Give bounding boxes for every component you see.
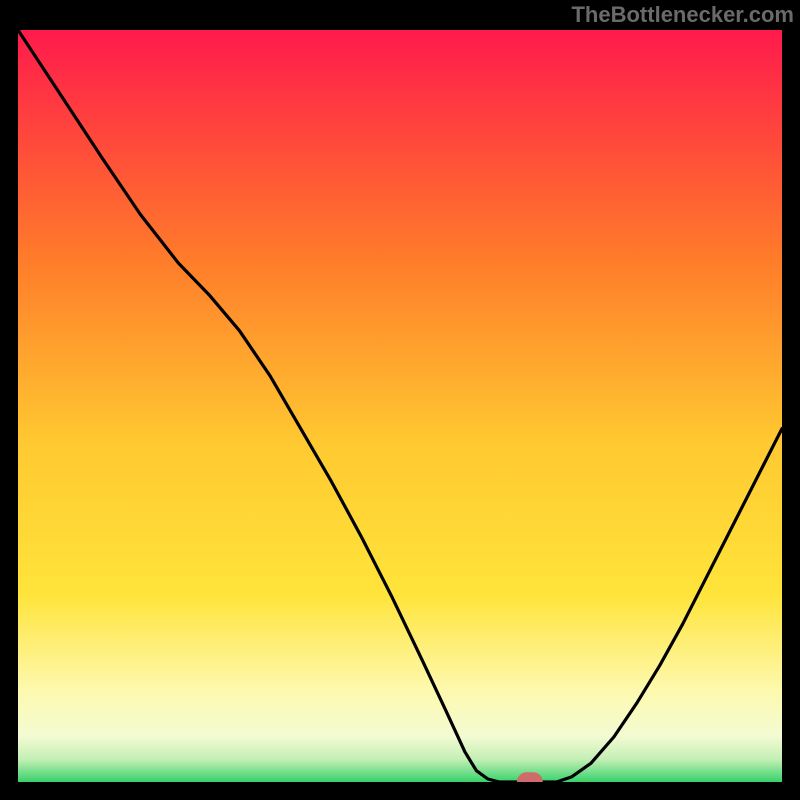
chart-container: TheBottlenecker.com (0, 0, 800, 800)
plot-area (18, 30, 782, 782)
chart-background (18, 30, 782, 782)
line-chart (18, 30, 782, 782)
watermark-text: TheBottlenecker.com (571, 2, 794, 28)
